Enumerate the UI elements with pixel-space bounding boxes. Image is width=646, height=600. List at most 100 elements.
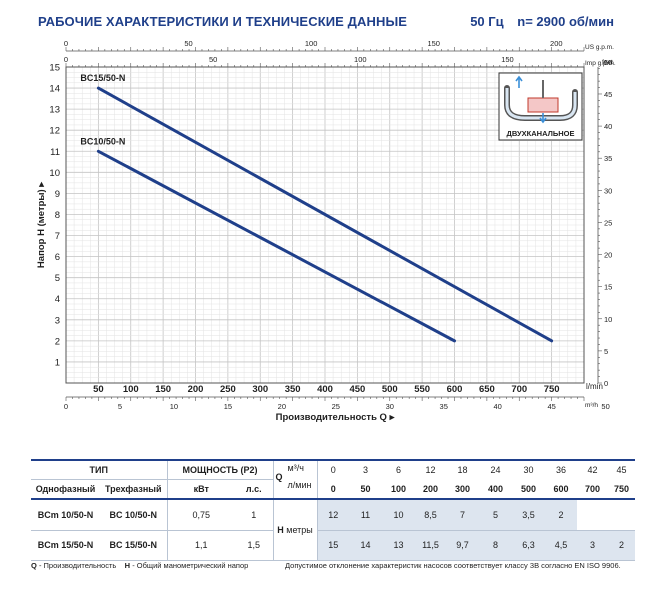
h-value: 10	[382, 499, 416, 530]
h-value: 2	[608, 530, 636, 560]
m3h-axis-tick-label: 45	[547, 402, 555, 411]
y-tick-label: 13	[49, 105, 60, 116]
kw-header: кВт	[166, 479, 235, 499]
footer-q-key: Q	[31, 561, 37, 570]
h-value: 15	[316, 530, 350, 560]
y-tick-label: 9	[55, 189, 60, 200]
feet-tick-label: 15	[604, 283, 612, 292]
q-header: Q м³/ч л/мин	[272, 460, 318, 499]
h-label: H	[277, 524, 284, 535]
chart-axes: 50 100 150 200 250 300 350 400 450 500 550 600 650 70…	[36, 39, 616, 423]
inset-label: ДВУХКАНАЛЬНОЕ	[507, 129, 575, 138]
us-gpm-axis-tick-label: 0	[64, 39, 68, 48]
m3h-5: 24	[490, 465, 501, 476]
imp-gpm-axis-tick-label: 0	[64, 55, 68, 64]
series-line	[96, 86, 554, 343]
x-tick-label: 450	[349, 384, 365, 395]
power-kw: 1,1	[166, 530, 235, 560]
power-kw: 0,75	[166, 499, 235, 530]
x-tick-label: 200	[188, 384, 204, 395]
h-value: 4,5	[545, 530, 578, 560]
h-value: 9,7	[446, 530, 480, 560]
performance-chart: 50 100 150 200 250 300 350 400 450 500 550 600 650 70…	[36, 39, 616, 423]
h-value: 3	[577, 530, 609, 560]
m3h-axis-unit: m³/h	[585, 402, 598, 409]
h-value: 14	[349, 530, 383, 560]
footer-legend: Q - Производительность H - Общий маномет…	[31, 561, 248, 570]
y-tick-label: 2	[55, 336, 60, 347]
feet-tick-label: 40	[604, 122, 612, 131]
h-unit: метры	[286, 524, 313, 535]
single-phase-header: Однофазный	[35, 484, 96, 494]
y-tick-label: 14	[49, 84, 60, 95]
imp-gpm-axis-tick-label: 50	[209, 55, 217, 64]
us-gpm-axis-tick-label: 100	[305, 39, 318, 48]
m3h-3: 12	[425, 465, 436, 476]
q-unit-m3h: м³/ч	[287, 463, 304, 473]
imp-gpm-axis-tick-label: 150	[501, 55, 514, 64]
x-tick-label: 600	[447, 384, 463, 395]
lmin-6: 500	[521, 483, 537, 494]
feet-tick-label: 20	[604, 251, 612, 260]
lmin-0: 0	[316, 479, 350, 499]
hp-header: л.с.	[245, 484, 262, 494]
imp-gpm-axis-tick-label: 100	[354, 55, 367, 64]
h-value: 5	[479, 499, 513, 530]
h-value-empty	[608, 499, 635, 530]
y-tick-label: 1	[55, 357, 60, 368]
lmin-9: 750	[614, 483, 630, 494]
y-tick-label: 5	[55, 273, 60, 284]
x-tick-label: 750	[544, 384, 560, 395]
m3h-axis-tick-label: 10	[170, 402, 178, 411]
model-three: BC 10/50-N	[109, 509, 158, 520]
y-tick-label: 6	[55, 252, 60, 263]
power-hp: 1,5	[247, 540, 261, 550]
y-tick-label: 12	[49, 126, 60, 137]
flow-arrow-icon	[515, 75, 523, 88]
y-tick-label: 8	[55, 210, 60, 221]
m3h-8: 42	[587, 465, 598, 476]
x-tick-label: 150	[155, 384, 171, 395]
h-value: 7	[446, 499, 480, 530]
m3h-axis-tick-label: 50	[601, 402, 609, 411]
m3h-0: 0	[316, 460, 350, 480]
lmin-4: 300	[455, 483, 471, 494]
x-unit-label: l/min	[586, 382, 603, 391]
series-line	[96, 149, 456, 343]
m3h-axis-tick-label: 25	[332, 402, 340, 411]
h-value: 13	[382, 530, 416, 560]
feet-tick-label: 10	[604, 315, 612, 324]
x-tick-label: 350	[285, 384, 301, 395]
flow-arrow-icon	[539, 113, 547, 124]
h-value: 8,5	[415, 499, 447, 530]
feet-unit: feet	[602, 59, 613, 66]
feet-tick-label: 50	[604, 58, 612, 67]
q-unit-lmin: л/мин	[287, 480, 312, 490]
table-row: BCm 10/50-N BC 10/50-N 0,75 1 H метры 12…	[31, 499, 636, 560]
x-tick-label: 50	[93, 384, 104, 395]
footer-tolerance: Допустимое отклонение характеристик насо…	[285, 561, 621, 570]
feet-tick-label: 45	[604, 90, 612, 99]
m3h-1: 3	[363, 465, 369, 476]
impeller-inset: ДВУХКАНАЛЬНОЕ	[498, 72, 583, 141]
m3h-axis-tick-label: 0	[64, 402, 68, 411]
h-value: 8	[479, 530, 513, 560]
y-tick-label: 7	[55, 231, 60, 242]
us-gpm-axis-tick-label: 50	[184, 39, 192, 48]
footer-h-text: - Общий манометрический напор	[132, 561, 249, 570]
h-value: 2	[545, 499, 578, 530]
m3h-6: 30	[523, 465, 534, 476]
m3h-axis-tick-label: 5	[118, 402, 122, 411]
x-tick-label: 650	[479, 384, 495, 395]
speed-label: n= 2900 об/мин	[517, 14, 614, 29]
chart-series: BC15/50-N BC10/50-N	[80, 73, 554, 343]
h-value: 11	[349, 499, 383, 530]
y-tick-label: 11	[50, 147, 60, 158]
operating-conditions: 50 Гц n= 2900 об/мин	[460, 14, 614, 29]
y-axis-title: Напор H (метры) ▸	[36, 181, 47, 268]
x-tick-label: 700	[511, 384, 527, 395]
x-tick-label: 100	[123, 384, 139, 395]
x-tick-label: 500	[382, 384, 398, 395]
frequency-label: 50 Гц	[470, 14, 504, 29]
h-value-empty	[577, 499, 608, 530]
